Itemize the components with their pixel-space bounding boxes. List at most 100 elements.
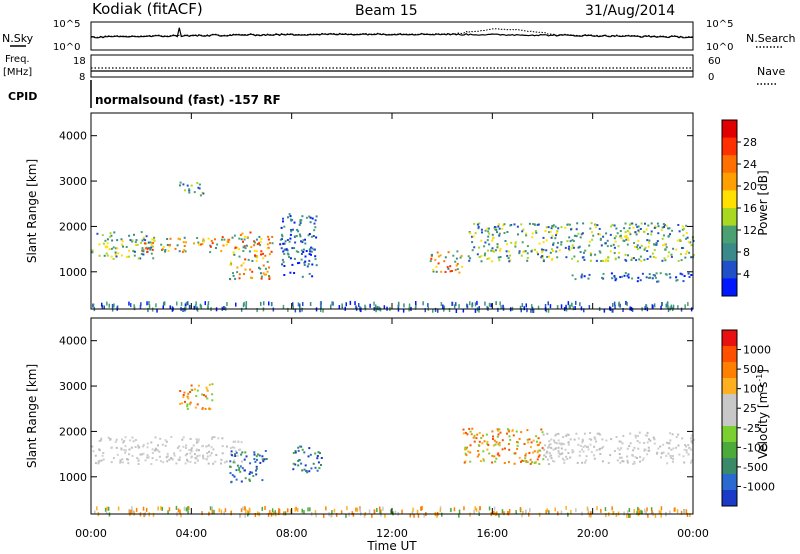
nsearch-label: N.Search [746,32,796,45]
clutter-cell [686,512,689,517]
data-cell [496,243,499,246]
data-cell [567,443,570,446]
data-cell [300,252,303,255]
data-cell [470,433,473,436]
data-cell [607,461,610,464]
data-cell [584,461,587,464]
data-cell [165,440,168,443]
data-cell [261,252,264,255]
data-cell [225,460,228,463]
data-cell [481,442,484,445]
clutter-cell [379,510,381,515]
data-cell [129,239,132,242]
data-cell [304,238,306,241]
data-cell [261,455,264,458]
data-cell [473,222,476,225]
data-cell [239,234,242,236]
clutter-cell [245,509,247,514]
data-cell [614,279,617,282]
data-cell [235,469,238,472]
clutter-cell [420,506,422,511]
data-cell [253,244,256,247]
data-cell [124,449,127,452]
data-cell [286,249,289,252]
clutter-cell [647,513,649,518]
data-cell [507,461,510,464]
data-cell [590,451,593,454]
clutter-cell [323,513,325,518]
clutter-cell [590,513,592,518]
data-cell [461,265,464,268]
data-cell [297,262,299,265]
data-cell [624,222,627,225]
x-axis-label: Time UT [366,539,417,553]
data-cell [594,253,597,256]
data-cell [304,242,307,245]
clutter-cell [658,510,661,515]
data-cell [619,461,622,464]
data-cell [621,275,624,278]
data-cell [469,444,472,447]
data-cell [262,257,265,260]
data-cell [580,276,583,279]
data-cell [666,462,669,465]
data-cell [487,444,490,447]
data-cell [260,272,262,275]
data-cell [179,184,181,187]
data-cell [588,240,591,243]
data-cell [646,239,649,242]
data-cell [240,264,243,267]
data-cell [240,480,243,483]
data-cell [526,259,529,262]
data-cell [626,243,629,246]
clutter-cell [235,302,237,307]
data-cell [244,247,247,250]
clutter-cell [168,507,171,512]
data-cell [516,225,519,228]
data-cell [304,260,307,263]
clutter-cell [523,306,525,311]
data-cell [319,452,321,455]
data-cell [607,256,610,259]
clutter-cell [498,513,500,518]
data-cell [211,436,214,439]
data-cell [194,461,197,464]
data-cell [243,273,245,275]
clutter-cell [676,509,679,514]
data-cell [432,269,435,271]
data-cell [259,240,262,243]
data-cell [232,272,234,275]
data-cell [493,227,496,230]
clutter-cell [199,303,202,308]
data-cell [197,440,200,443]
data-cell [629,442,632,445]
data-cell [102,242,105,245]
data-cell [541,256,544,259]
data-cell [251,260,254,262]
clutter-cell [179,509,181,514]
data-cell [506,432,508,435]
colorbar-swatch [722,378,737,395]
data-cell [648,241,650,244]
data-cell [289,237,292,240]
data-cell [469,257,472,260]
data-cell [486,239,489,242]
data-cell [190,388,193,391]
data-cell [308,215,311,218]
data-cell [106,242,109,245]
data-cell [480,255,483,258]
data-cell [564,226,567,229]
data-cell [249,462,252,465]
data-cell [207,462,210,465]
data-cell [641,459,644,462]
data-cell [487,227,490,230]
clutter-cell [104,507,107,512]
clutter-cell [187,510,189,515]
clutter-cell [441,512,443,517]
data-cell [100,459,103,462]
data-cell [632,257,635,260]
data-cell [207,237,210,240]
data-cell [560,241,563,244]
data-cell [515,430,518,433]
data-cell [627,254,629,257]
